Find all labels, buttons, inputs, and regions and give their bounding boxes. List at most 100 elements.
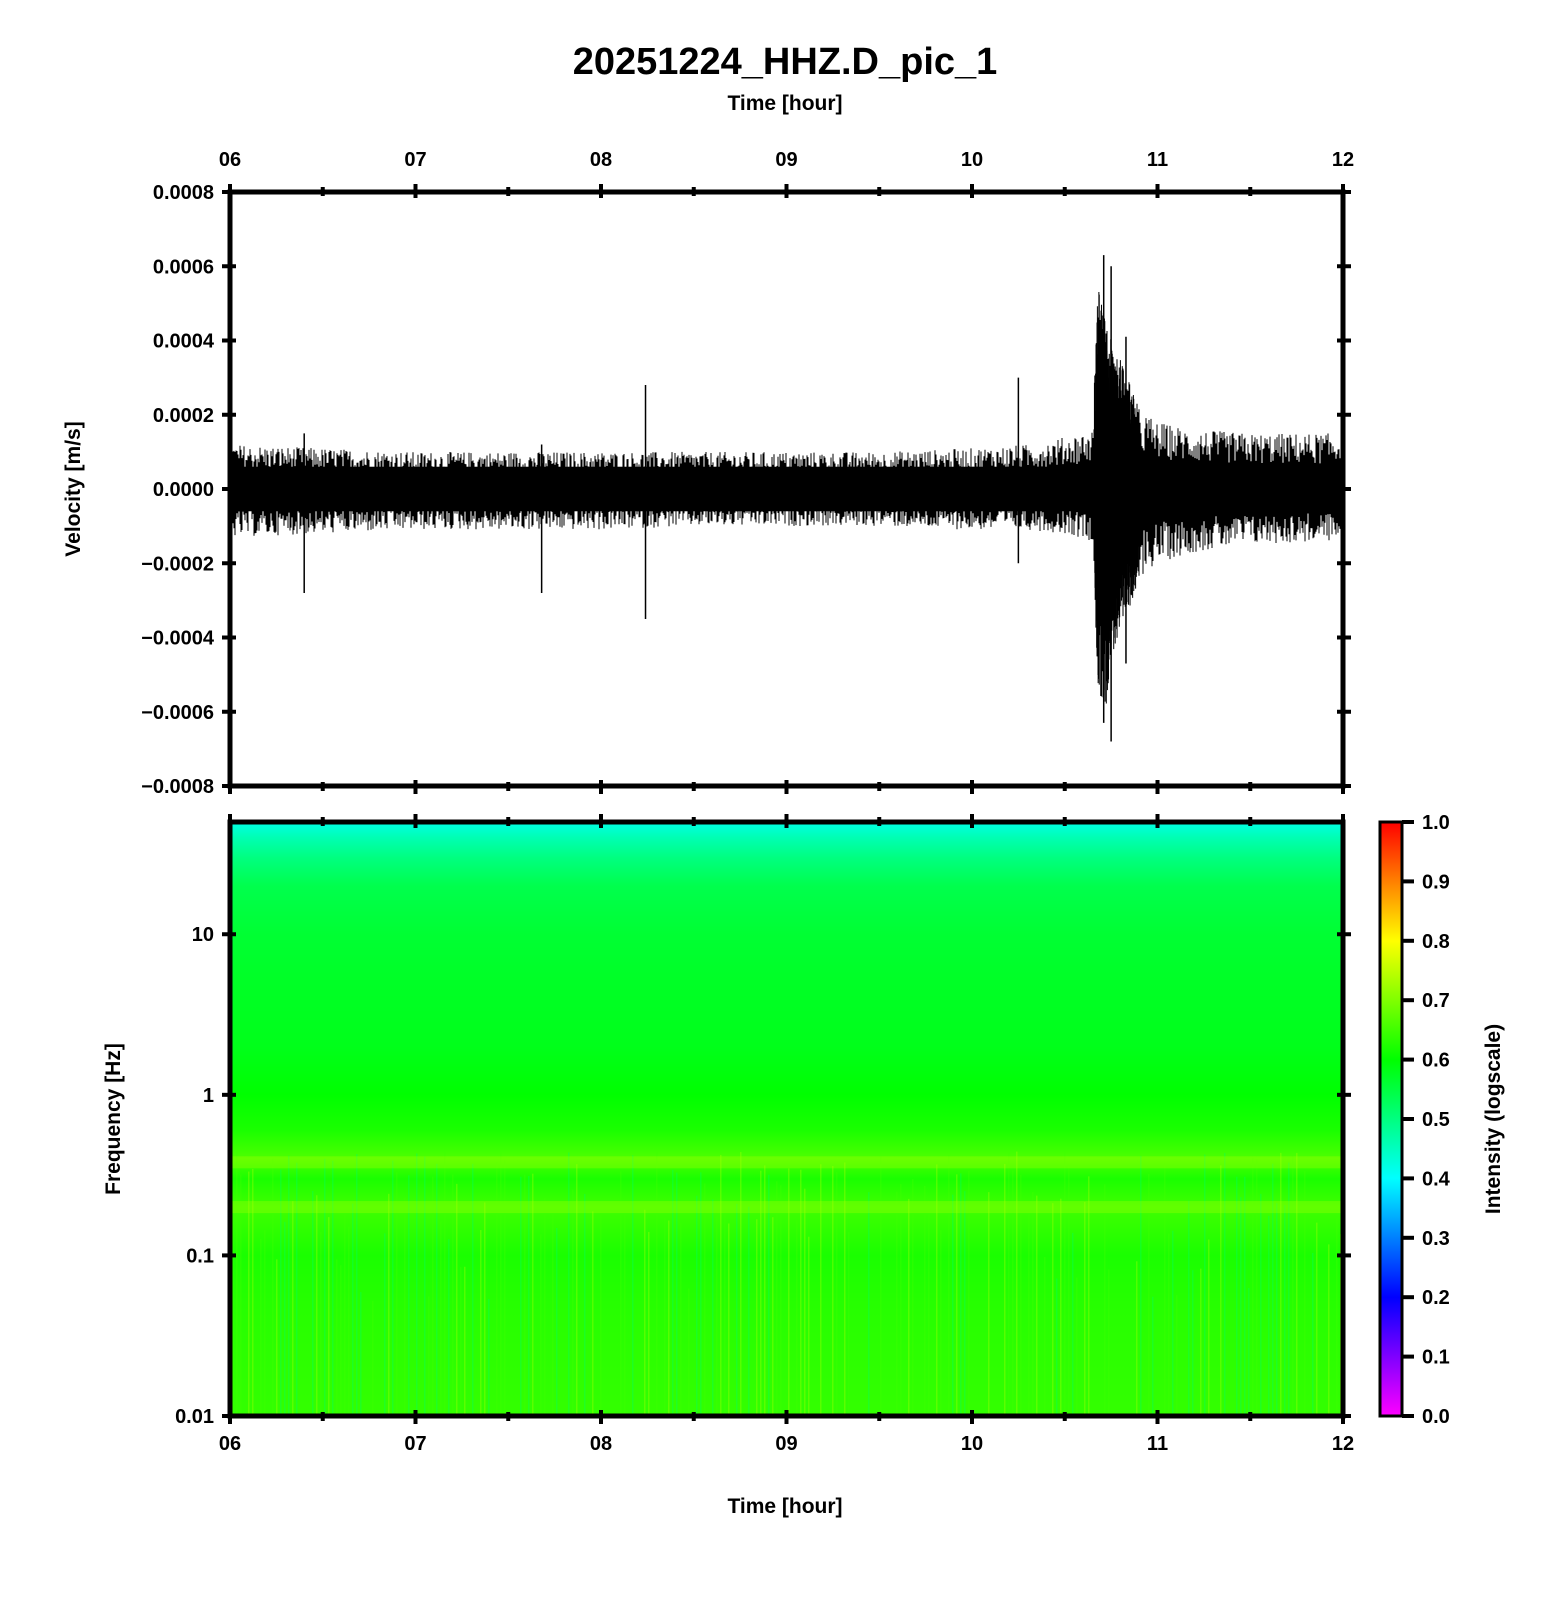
spectrogram-stripe <box>820 1164 822 1416</box>
spectrogram-stripe <box>1028 1209 1030 1416</box>
spectrogram-stripe <box>968 1170 970 1416</box>
spectrogram-stripe <box>1268 1215 1270 1416</box>
spectrogram-stripe <box>960 1173 962 1416</box>
bottom-x-axis-label: Time [hour] <box>727 1495 842 1518</box>
spectrogram-stripe <box>232 1217 234 1416</box>
spectrogram-stripe <box>928 1200 930 1416</box>
spectrogram-stripe <box>556 1227 558 1416</box>
spectrogram-stripe <box>532 1173 534 1416</box>
spectrogram-stripe <box>1056 1278 1058 1416</box>
spectrogram-stripe <box>1248 1288 1250 1416</box>
colorbar: 1.0 0.9 0.8 0.7 0.6 0.5 0.4 0.3 0.2 0.1 0.0 Intens… <box>1378 812 1505 1428</box>
spectrogram-stripe <box>392 1160 394 1416</box>
spectrogram-stripe <box>1088 1176 1090 1416</box>
spectrogram-stripe <box>1336 1218 1338 1416</box>
y-tick-label: −0.0002 <box>141 553 214 575</box>
top-x-tick-label: 11 <box>1147 149 1168 171</box>
spectrogram-stripe <box>384 1233 386 1416</box>
spectrogram-stripe <box>1224 1152 1226 1416</box>
frequency-tick-label: 0.1 <box>186 1245 214 1267</box>
spectrogram-stripe <box>1204 1154 1206 1416</box>
spectrogram-stripe <box>324 1158 326 1416</box>
spectrogram-band <box>230 1201 1343 1214</box>
spectrogram-stripe <box>1296 1152 1298 1416</box>
spectrogram-stripe <box>912 1178 914 1416</box>
spectrogram-stripe <box>524 1174 526 1416</box>
spectrogram-stripe <box>428 1296 430 1416</box>
spectrogram-stripe <box>1172 1230 1174 1416</box>
y-tick-label: 0.0000 <box>153 479 214 501</box>
waveform-y-axis-label: Velocity [m/s] <box>62 421 85 556</box>
spectrogram-stripe <box>832 1166 834 1416</box>
spectrogram-stripe <box>620 1171 622 1416</box>
spectrogram-stripe <box>688 1288 690 1416</box>
spectrogram-stripe <box>388 1193 390 1416</box>
spectrogram-stripe <box>568 1152 570 1416</box>
spectrogram-stripe <box>780 1185 782 1416</box>
bottom-x-tick-label: 10 <box>961 1433 983 1455</box>
spectrogram-stripe <box>764 1165 766 1416</box>
spectrogram-stripe <box>356 1154 358 1416</box>
spectrogram-stripe <box>452 1174 454 1416</box>
bottom-x-tick-label: 12 <box>1332 1433 1354 1455</box>
bottom-x-tick-label: 07 <box>404 1433 426 1455</box>
spectrogram-stripe <box>720 1154 722 1416</box>
spectrogram-stripe <box>868 1192 870 1416</box>
spectrogram-stripe <box>1152 1296 1154 1416</box>
spectrogram-stripe <box>1244 1176 1246 1416</box>
spectrogram-stripe <box>1176 1295 1178 1416</box>
spectrogram-stripe <box>416 1153 418 1416</box>
spectrogram-stripe <box>272 1158 274 1416</box>
spectrogram-stripe <box>1108 1269 1110 1416</box>
spectrogram-stripe <box>1052 1203 1054 1416</box>
colorbar-tick-label: 0.2 <box>1422 1287 1450 1309</box>
frequency-tick-label: 1 <box>203 1085 214 1107</box>
spectrogram-stripe <box>836 1171 838 1416</box>
spectrogram-stripe <box>1084 1201 1086 1416</box>
spectrogram-stripe <box>1148 1173 1150 1416</box>
spectrogram-stripe <box>644 1209 646 1416</box>
spectrogram-stripe <box>1316 1222 1318 1416</box>
spectrogram-stripe <box>504 1159 506 1416</box>
spectrogram-stripe <box>484 1202 486 1416</box>
spectrogram-stripe <box>320 1231 322 1416</box>
colorbar-tick-label: 0.8 <box>1422 931 1450 953</box>
spectrogram-stripe <box>804 1188 806 1416</box>
waveform-trace <box>230 255 1343 742</box>
waveform-axes: 06 07 08 09 10 11 12 0.0008 0.0006 0.0004 0.0002 0.… <box>141 149 1354 798</box>
spectrogram-stripe <box>1260 1193 1262 1416</box>
spectrogram-stripe <box>700 1172 702 1416</box>
spectrogram-stripe <box>776 1181 778 1416</box>
spectrogram-stripe <box>396 1172 398 1416</box>
spectrogram-stripe <box>1044 1256 1046 1416</box>
spectrogram-stripe <box>352 1203 354 1416</box>
spectrogram-stripe <box>1072 1232 1074 1416</box>
spectrogram-stripe <box>808 1236 810 1416</box>
bottom-x-tick-label: 06 <box>219 1433 241 1455</box>
spectrogram-y-axis-label: Frequency [Hz] <box>102 1043 125 1195</box>
spectrogram-stripe <box>440 1221 442 1416</box>
spectrogram-stripe <box>488 1298 490 1416</box>
spectrogram-stripe <box>952 1194 954 1416</box>
spectrogram-stripe <box>1076 1277 1078 1416</box>
spectrogram-band <box>230 1156 1343 1169</box>
spectrogram-stripe <box>896 1191 898 1416</box>
spectrogram-stripe <box>544 1198 546 1416</box>
spectrogram-stripe <box>748 1206 750 1416</box>
spectrogram-stripe <box>240 1174 242 1416</box>
top-x-tick-label: 06 <box>219 149 241 171</box>
spectrogram-stripe <box>1272 1163 1274 1416</box>
spectrogram-stripe <box>552 1209 554 1416</box>
colorbar-tick-label: 0.4 <box>1422 1168 1451 1190</box>
bottom-x-tick-label: 11 <box>1147 1433 1168 1455</box>
spectrogram-stripe <box>332 1160 334 1416</box>
spectrogram-stripe <box>1004 1163 1006 1416</box>
spectrogram-stripe <box>500 1150 502 1416</box>
spectrogram-stripe <box>296 1162 298 1416</box>
spectrogram-stripe <box>360 1292 362 1416</box>
top-x-tick-label: 12 <box>1332 149 1354 171</box>
spectrogram-stripe <box>448 1239 450 1416</box>
spectrogram-stripe <box>724 1203 726 1416</box>
spectrogram-stripe <box>768 1174 770 1416</box>
